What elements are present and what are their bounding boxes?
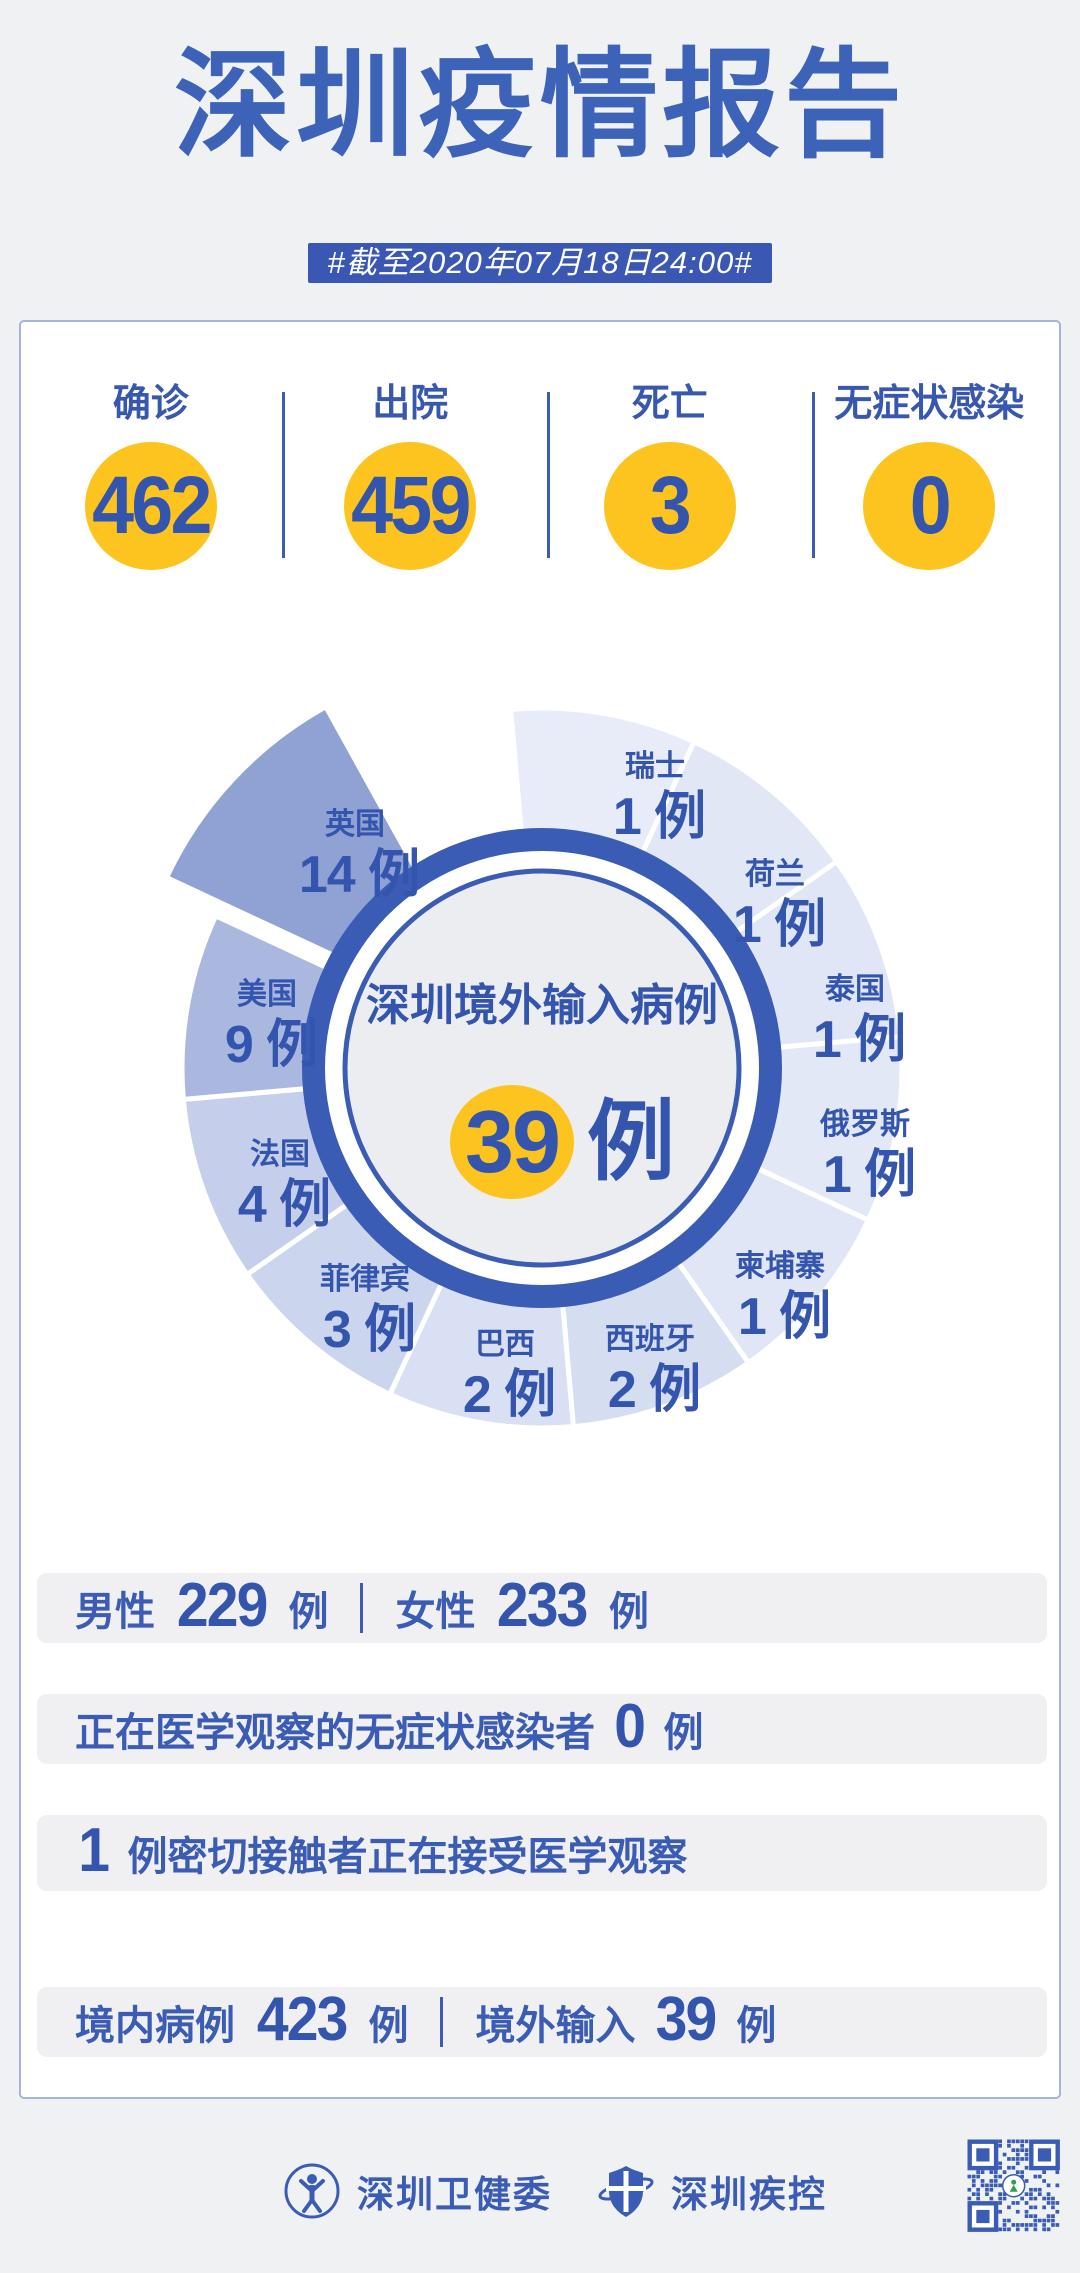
row-label: 例 — [736, 2004, 777, 2048]
segment-count-泰国: 1 例 — [813, 1011, 905, 1069]
report-card: 确诊 462 出院 459 死亡 3 无症状感染 0 深圳境外输入病例 39 例 瑞士… — [19, 320, 1061, 2099]
stat-value: 459 — [351, 460, 471, 551]
row-label: 女性 — [395, 1590, 476, 1634]
stats-row: 确诊 462 出院 459 死亡 3 无症状感染 0 — [21, 380, 1059, 570]
page-title: 深圳疫情报告 — [173, 40, 906, 172]
stat-value-circle: 462 — [84, 442, 217, 570]
segment-label-法国: 法国 — [250, 1138, 310, 1171]
row-label: 例 — [608, 1590, 649, 1634]
segment-label-菲律宾: 菲律宾 — [320, 1263, 410, 1296]
segment-label-巴西: 巴西 — [475, 1328, 535, 1361]
row-label: 例 — [368, 2004, 409, 2048]
stats-divider — [282, 392, 285, 558]
pie-center-title: 深圳境外输入病例 — [366, 981, 718, 1030]
gender-summary-row: 男性 229 例 女性 233 例 — [37, 1573, 1047, 1643]
segment-count-英国: 14 例 — [299, 846, 419, 904]
row-number: 1 — [78, 1816, 110, 1885]
stat-label: 无症状感染 — [834, 383, 1025, 425]
donut-center — [342, 868, 742, 1268]
segment-label-柬埔寨: 柬埔寨 — [735, 1249, 825, 1283]
segment-label-英国: 英国 — [325, 808, 385, 841]
stat-discharged: 出院 459 — [281, 380, 541, 570]
cdc-shield-icon — [598, 2166, 654, 2217]
segment-label-美国: 美国 — [237, 977, 297, 1011]
stat-value: 3 — [650, 460, 692, 551]
stat-value: 462 — [91, 460, 212, 551]
segment-count-柬埔寨: 1 例 — [738, 1288, 830, 1346]
footer-org-health-commission: 深圳卫健委 — [283, 2162, 552, 2220]
row-number: 0 — [614, 1692, 646, 1761]
asymptomatic-observation-row: 正在医学观察的无症状感染者 0 例 — [37, 1694, 1047, 1764]
health-commission-emblem-icon — [284, 2163, 340, 2219]
stat-value-circle: 0 — [863, 442, 996, 570]
report-date-badge: #截至2020年07月18日24:00# — [307, 243, 773, 283]
domestic-imported-row: 境内病例 423 例 境外输入 39 例 — [37, 1987, 1047, 2057]
row-label: 例密切接触者正在接受医学观察 — [127, 1835, 688, 1879]
segment-label-西班牙: 西班牙 — [605, 1323, 695, 1356]
footer-org1-label: 深圳卫健委 — [357, 2174, 552, 2215]
segment-count-法国: 4 例 — [238, 1176, 330, 1234]
footer-org-cdc: 深圳疾控 — [597, 2162, 827, 2220]
segment-label-瑞士: 瑞士 — [625, 750, 685, 783]
subtitle-wrapper: #截至2020年07月18日24:00# — [0, 243, 1080, 283]
center-value-highlight — [450, 1085, 574, 1199]
stat-asymptomatic: 无症状感染 0 — [800, 380, 1060, 570]
segment-count-美国: 9 例 — [225, 1016, 317, 1074]
row-divider — [360, 1583, 364, 1633]
row-number: 233 — [497, 1571, 589, 1640]
stat-label: 出院 — [372, 383, 449, 425]
row-number: 423 — [256, 1985, 349, 2054]
stat-value: 0 — [909, 460, 952, 551]
stat-confirmed: 确诊 462 — [21, 380, 281, 570]
row-number: 229 — [176, 1571, 269, 1640]
footer-org2-label: 深圳疾控 — [671, 2174, 827, 2215]
segment-label-俄罗斯: 俄罗斯 — [819, 1108, 910, 1141]
qr-code — [967, 2139, 1060, 2232]
segment-count-西班牙: 2 例 — [608, 1361, 700, 1419]
segment-count-巴西: 2 例 — [463, 1366, 555, 1424]
close-contacts-row: 1 例密切接触者正在接受医学观察 — [37, 1815, 1047, 1891]
stat-label: 确诊 — [112, 383, 189, 425]
stats-divider — [547, 392, 550, 558]
segment-count-菲律宾: 3 例 — [323, 1301, 415, 1359]
pie-center-value: 39 — [465, 1092, 559, 1191]
stat-deaths: 死亡 3 — [540, 380, 800, 570]
segment-label-荷兰: 荷兰 — [745, 858, 805, 891]
row-label: 境外输入 — [475, 2004, 636, 2048]
stats-divider — [812, 392, 815, 558]
row-label: 境内病例 — [75, 2004, 235, 2048]
row-label: 例 — [288, 1590, 329, 1634]
row-divider — [440, 1997, 444, 2047]
stat-value-circle: 3 — [603, 442, 736, 570]
row-number: 39 — [656, 1985, 718, 2054]
row-label: 男性 — [75, 1590, 155, 1634]
row-label: 正在医学观察的无症状感染者 — [75, 1711, 595, 1755]
segment-count-荷兰: 1 例 — [733, 896, 825, 954]
segment-label-泰国: 泰国 — [825, 973, 885, 1006]
stat-value-circle: 459 — [344, 442, 477, 570]
segment-count-瑞士: 1 例 — [613, 788, 705, 846]
row-label: 例 — [663, 1711, 704, 1755]
segment-count-俄罗斯: 1 例 — [823, 1146, 915, 1204]
pie-center-unit: 例 — [587, 1092, 673, 1191]
stat-label: 死亡 — [631, 383, 708, 425]
